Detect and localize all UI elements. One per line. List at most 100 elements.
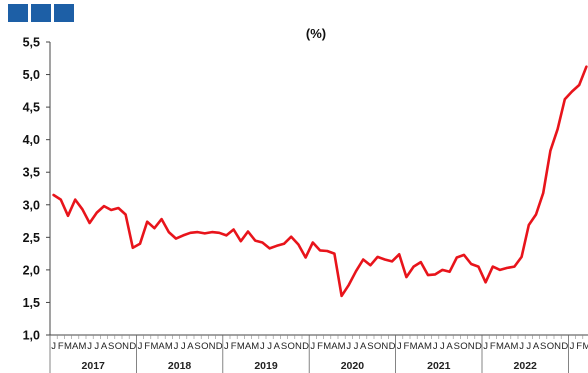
month-label: S [281, 341, 287, 352]
month-label: D [216, 341, 223, 352]
month-label: F [490, 341, 496, 352]
month-label: A [360, 341, 367, 352]
y-tick-label: 1,0 [23, 329, 40, 343]
month-label: D [389, 341, 396, 352]
y-tick-label: 4,0 [23, 133, 40, 147]
y-tick-label: 5,0 [23, 68, 40, 82]
month-label: J [440, 341, 445, 352]
month-label: A [187, 341, 194, 352]
y-tick-label: 3,5 [23, 166, 40, 180]
month-label: A [331, 341, 338, 352]
logo [8, 4, 74, 22]
month-label: N [468, 341, 475, 352]
month-label: J [526, 341, 531, 352]
y-tick-label: 2,5 [23, 231, 40, 245]
month-label: M [237, 341, 245, 352]
year-label: 2022 [514, 360, 538, 372]
year-label: 2017 [82, 360, 106, 372]
month-label: J [310, 341, 315, 352]
month-label: M [150, 341, 158, 352]
month-label: N [554, 341, 561, 352]
month-label: M [496, 341, 504, 352]
month-label: O [288, 341, 295, 352]
month-label: J [570, 341, 575, 352]
month-label: O [201, 341, 208, 352]
month-label: M [510, 341, 518, 352]
logo-block [31, 4, 51, 22]
month-label: M [582, 341, 588, 352]
month-label: O [374, 341, 381, 352]
month-label: A [72, 341, 79, 352]
month-label: A [274, 341, 281, 352]
month-label: M [64, 341, 72, 352]
y-axis: 1,0 1,5 2,0 2,5 3,0 3,5 4,0 4,5 5,0 5,5 [23, 36, 51, 343]
year-label: 2020 [341, 360, 365, 372]
month-label: J [94, 341, 99, 352]
month-label: N [381, 341, 388, 352]
month-label: O [547, 341, 554, 352]
month-label: S [108, 341, 114, 352]
month-label: A [504, 341, 511, 352]
month-label: J [224, 341, 229, 352]
month-label: J [354, 341, 359, 352]
month-label: D [561, 341, 568, 352]
month-label: A [101, 341, 108, 352]
month-label: A [245, 341, 252, 352]
month-label: M [78, 341, 86, 352]
month-label: M [410, 341, 418, 352]
month-label: S [194, 341, 200, 352]
logo-block [54, 4, 74, 22]
month-label: J [267, 341, 272, 352]
y-tick-label: 5,5 [23, 36, 40, 50]
month-label: J [87, 341, 92, 352]
month-label: F [576, 341, 582, 352]
month-label: J [397, 341, 402, 352]
chart-title: (%) [306, 26, 326, 41]
month-label: F [403, 341, 409, 352]
month-label: F [58, 341, 64, 352]
month-label: O [460, 341, 467, 352]
month-label: M [338, 341, 346, 352]
month-label: A [418, 341, 425, 352]
year-label: 2021 [427, 360, 451, 372]
month-label: J [260, 341, 265, 352]
month-label: J [346, 341, 351, 352]
month-label: J [174, 341, 179, 352]
y-tick-label: 1,5 [23, 296, 40, 310]
month-label: A [446, 341, 453, 352]
month-label: D [475, 341, 482, 352]
month-label: J [51, 341, 56, 352]
year-label: 2019 [254, 360, 278, 372]
month-label: M [251, 341, 259, 352]
logo-block [8, 4, 28, 22]
month-label: J [138, 341, 143, 352]
month-label: N [209, 341, 216, 352]
y-tick-label: 4,5 [23, 101, 40, 115]
month-label: S [454, 341, 460, 352]
month-label: M [424, 341, 432, 352]
month-label: J [433, 341, 438, 352]
month-label: J [519, 341, 524, 352]
month-label: J [181, 341, 186, 352]
year-label: 2018 [168, 360, 192, 372]
y-tick-label: 2,0 [23, 263, 40, 277]
month-label: D [129, 341, 136, 352]
month-label: J [483, 341, 488, 352]
month-label: A [533, 341, 540, 352]
series-layer [52, 65, 588, 298]
y-tick-label: 3,0 [23, 198, 40, 212]
month-label: O [115, 341, 122, 352]
series-line [52, 65, 588, 298]
month-label: S [367, 341, 373, 352]
month-label: F [231, 341, 237, 352]
month-label: D [302, 341, 309, 352]
month-label: M [323, 341, 331, 352]
month-label: F [317, 341, 323, 352]
month-label: S [540, 341, 546, 352]
month-label: F [144, 341, 150, 352]
month-label: N [122, 341, 129, 352]
month-label: A [158, 341, 165, 352]
month-label: N [295, 341, 302, 352]
